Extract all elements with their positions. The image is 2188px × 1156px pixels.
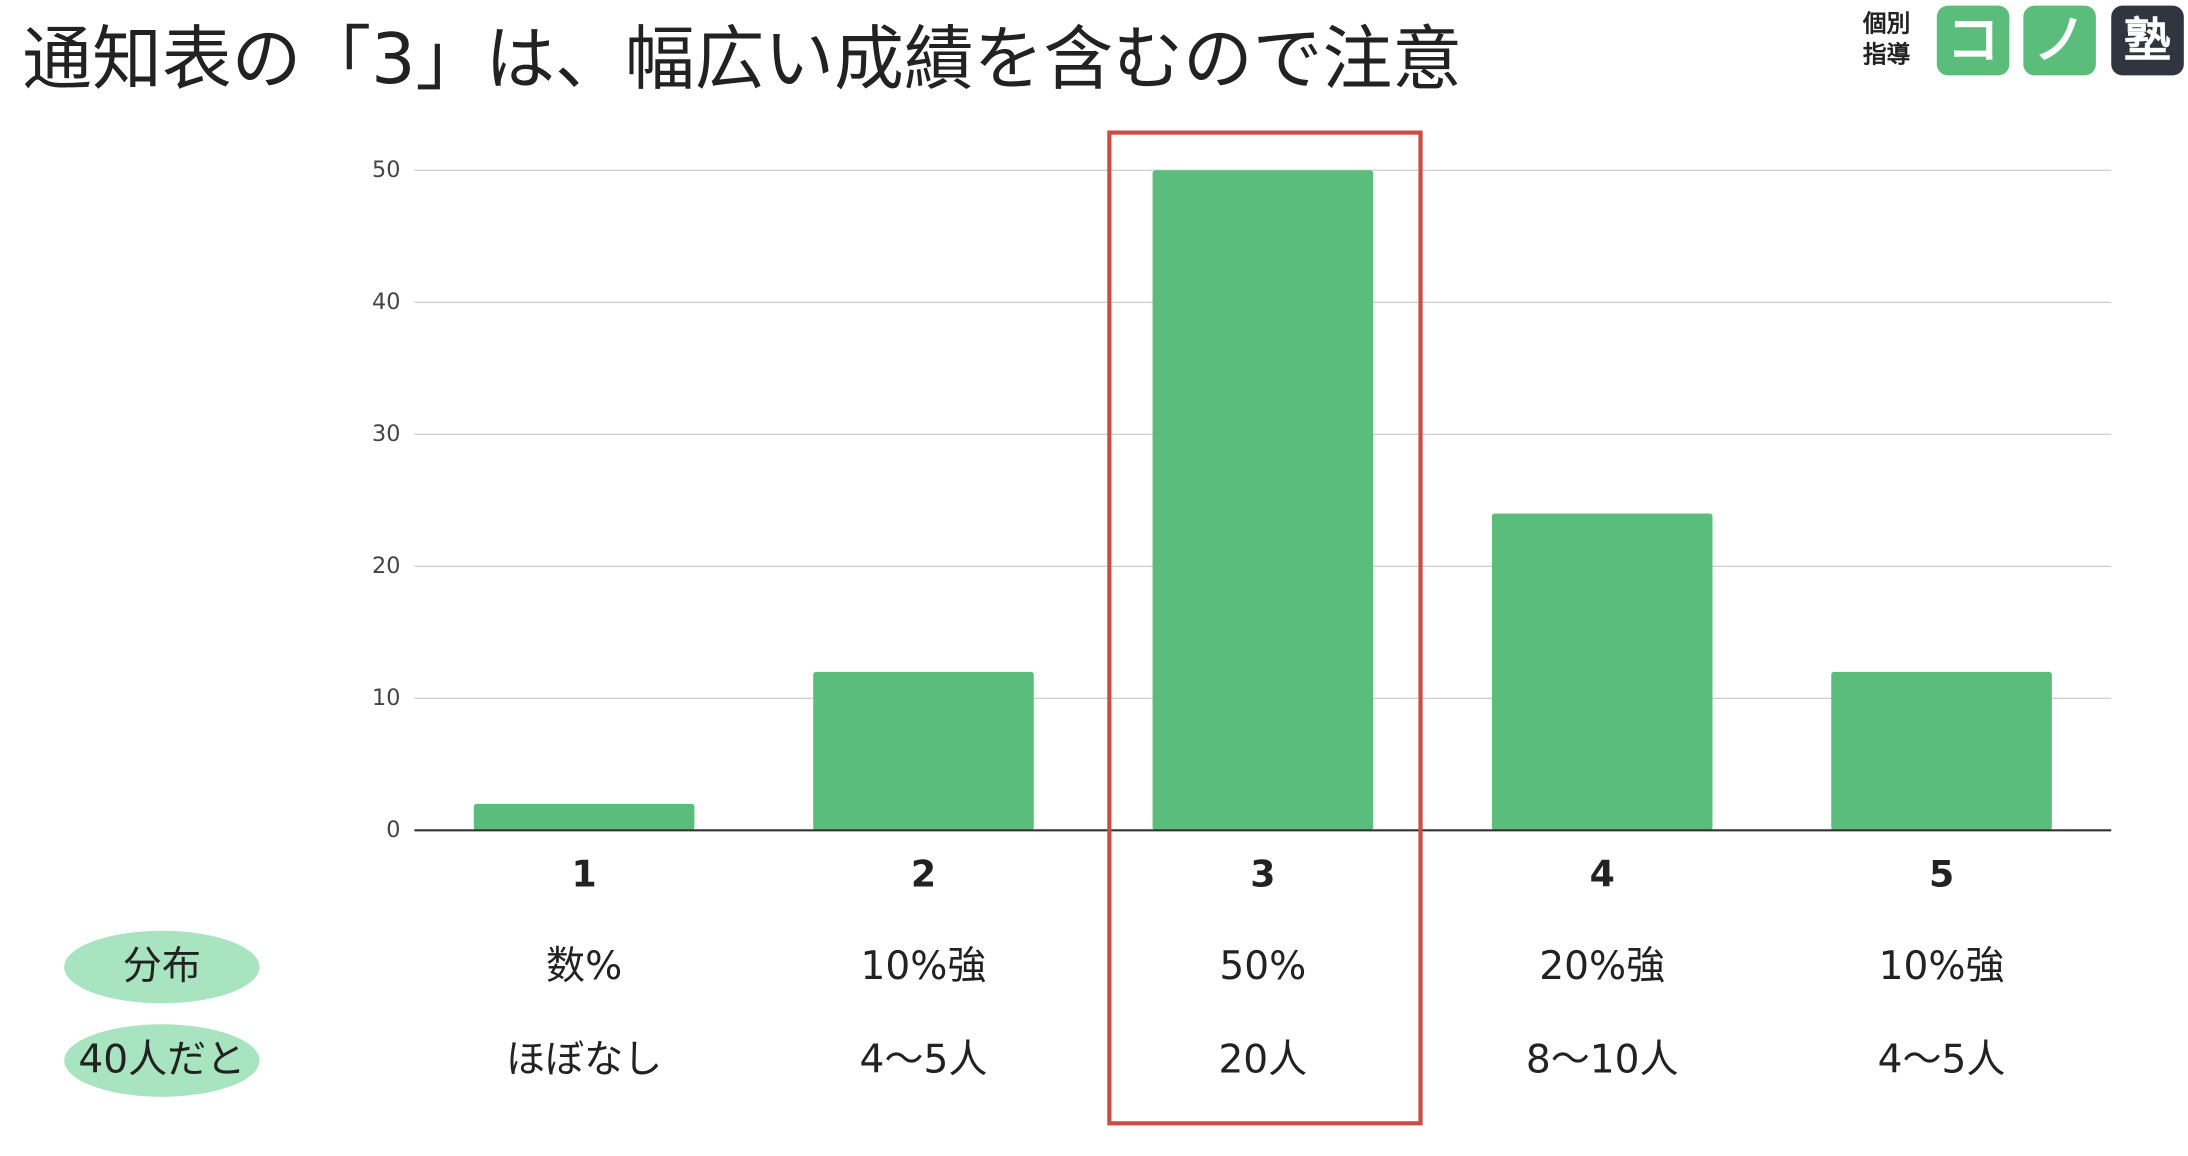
y-tick-label: 0 [386, 817, 400, 843]
logo-mark: コ [1947, 9, 2000, 71]
row-value: 20人 [1218, 1037, 1307, 1082]
row-value: 10%強 [1879, 944, 2005, 989]
row-value: 10%強 [861, 944, 987, 989]
row-value: 4〜5人 [1878, 1037, 2006, 1082]
row-label: 分布 [123, 944, 201, 989]
logo-text: 指導 [1863, 40, 1911, 68]
row-label-pill [64, 930, 260, 1004]
x-tick-label: 2 [911, 852, 936, 895]
bar [1491, 513, 1713, 831]
y-tick-label: 30 [372, 421, 400, 447]
logo: 個別 指導 コ ノ 塾 [1862, 5, 2184, 76]
row-value: ほぼなし [506, 1037, 662, 1082]
x-tick-label: 1 [572, 852, 597, 895]
row-value: 8〜10人 [1526, 1037, 1679, 1082]
y-tick-label: 10 [372, 685, 400, 711]
row-value: 4〜5人 [860, 1037, 988, 1082]
y-tick-label: 40 [372, 289, 400, 315]
logo-box [1936, 5, 2010, 76]
row-value: 数% [546, 944, 622, 989]
row-label-pill [64, 1024, 260, 1097]
bar [1152, 170, 1374, 831]
x-tick-label: 5 [1929, 852, 1954, 895]
chart-title: 通知表の「3」は、幅広い成績を含むので注意 [22, 19, 1462, 100]
bar [1831, 671, 2052, 831]
bar [813, 671, 1034, 831]
bar [473, 803, 695, 831]
x-tick-label: 4 [1590, 852, 1615, 895]
logo-mark: ノ [2033, 9, 2086, 71]
x-tick-label: 3 [1250, 852, 1275, 895]
y-tick-label: 50 [372, 157, 400, 183]
row-value: 20%強 [1539, 944, 1665, 989]
row-label: 40人だと [78, 1037, 245, 1082]
logo-box [2111, 5, 2184, 76]
row-value: 50% [1219, 944, 1306, 989]
plot: 0 10 20 30 40 50 1 2 3 4 5 分布 数% 10%強 50% 20%強 10%強 40人だと… [64, 157, 2112, 1097]
logo-text: 個別 [1862, 10, 1910, 38]
y-tick-label: 20 [372, 553, 400, 579]
logo-box [2023, 5, 2096, 76]
logo-mark: 塾 [2124, 13, 2171, 68]
highlight-box [1107, 130, 1423, 1126]
